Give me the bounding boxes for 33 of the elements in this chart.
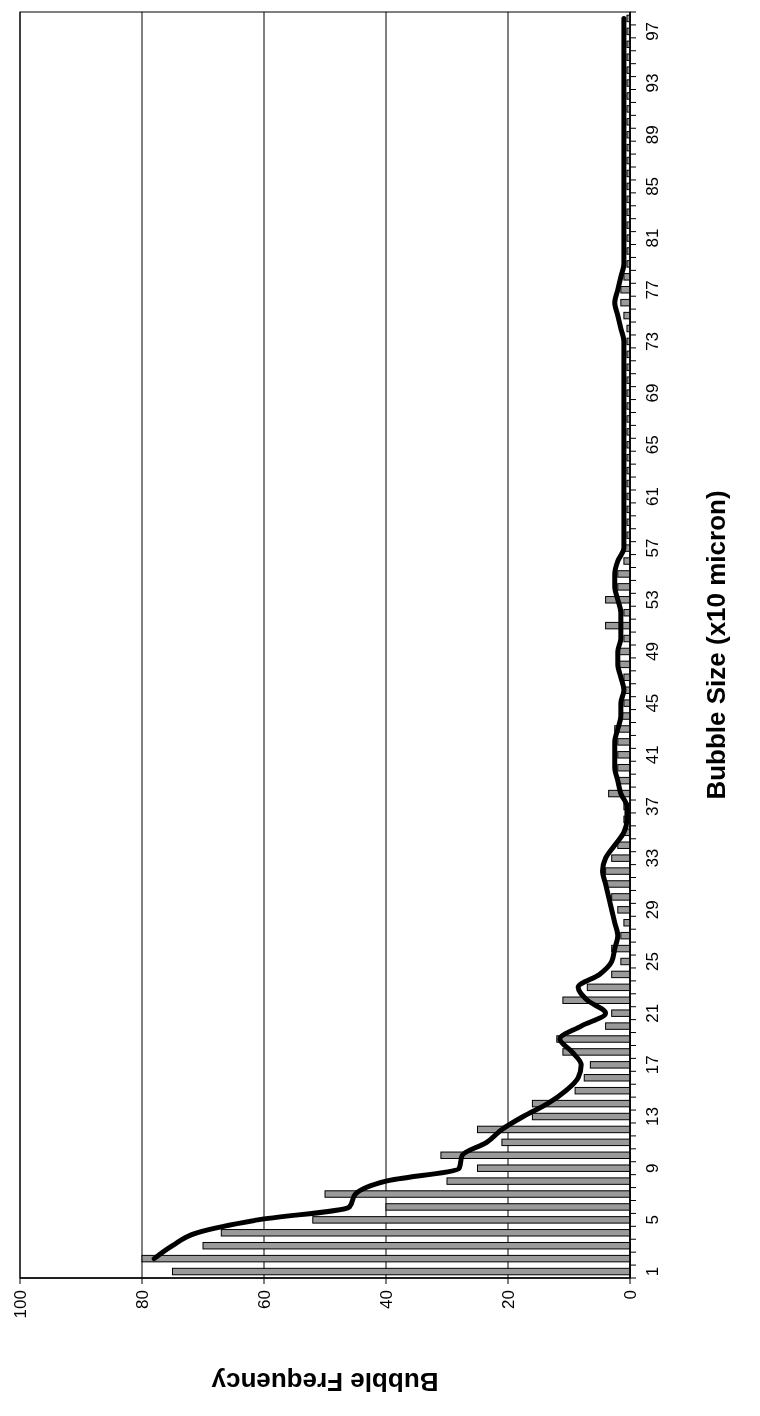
y-tick-label: 73 <box>642 331 662 351</box>
y-tick-label: 65 <box>642 435 662 455</box>
y-tick-label: 97 <box>642 21 662 41</box>
y-tick-label: 21 <box>642 1003 662 1023</box>
y-tick-label: 17 <box>642 1055 662 1075</box>
y-tick-label: 77 <box>642 280 662 300</box>
y-tick-label: 13 <box>642 1107 662 1126</box>
y-tick-label: 69 <box>642 383 662 403</box>
y-tick-label: 89 <box>642 125 662 145</box>
x-tick-label: 40 <box>376 1290 396 1309</box>
y-tick-label: 45 <box>642 693 662 713</box>
x-tick-label: 80 <box>132 1290 152 1309</box>
x-tick-label: 20 <box>498 1290 518 1309</box>
y-tick-label: 85 <box>642 176 662 196</box>
y-tick-label: 93 <box>642 73 662 93</box>
x-tick-label: 60 <box>254 1290 274 1309</box>
y-tick-label: 9 <box>642 1163 662 1173</box>
y-tick-label: 53 <box>642 590 662 610</box>
y-tick-label: 57 <box>642 538 662 558</box>
y-tick-label: 49 <box>642 642 662 661</box>
x-axis-title: Bubble Frequency <box>211 1367 439 1397</box>
y-tick-label: 37 <box>642 797 662 816</box>
y-axis-title: Bubble Size (x10 micron) <box>701 490 731 800</box>
x-tick-label: 100 <box>10 1290 30 1319</box>
y-tick-label: 5 <box>642 1215 662 1225</box>
y-tick-label: 61 <box>642 486 662 506</box>
y-tick-label: 29 <box>642 900 662 920</box>
x-tick-label: 0 <box>620 1290 640 1300</box>
y-tick-label: 81 <box>642 228 662 248</box>
y-tick-label: 33 <box>642 848 662 868</box>
y-tick-label: 41 <box>642 745 662 765</box>
y-tick-label: 25 <box>642 952 662 971</box>
y-tick-label: 1 <box>642 1266 662 1277</box>
